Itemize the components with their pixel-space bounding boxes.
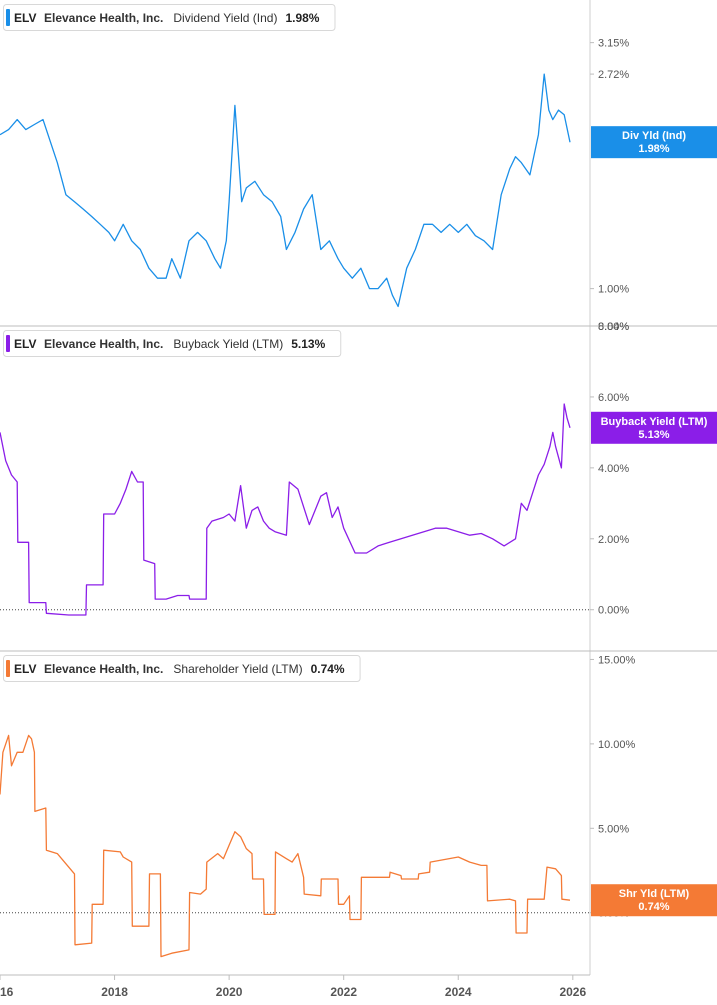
x-tick-label: 2020 (216, 985, 243, 999)
badge-label: Div Yld (Ind) (622, 130, 686, 142)
y-tick-label: 6.00% (598, 392, 629, 404)
badge-label: Shr Yld (LTM) (619, 888, 690, 900)
legend-value: 0.74% (311, 662, 345, 676)
y-tick-label: 3.15% (598, 38, 629, 50)
panel-2: 8.00% 6.00% 4.00% 2.00% 0.00% Buyback Yield (… (0, 321, 717, 651)
current-value-badge: Div Yld (Ind)1.98% (591, 126, 717, 159)
panel-3: 15.00%10.00%5.00%0.00%Shr Yld (LTM)0.74%… (0, 650, 717, 975)
series-line (0, 73, 571, 308)
x-tick-label: 2018 (101, 985, 128, 999)
badge-background (591, 884, 717, 917)
series-swatch (6, 660, 10, 677)
x-tick-label: 2022 (330, 985, 357, 999)
badge-value: 0.74% (638, 901, 669, 913)
y-tick-label: 0.84% (598, 321, 629, 333)
y-tick-label: 4.00% (598, 463, 629, 475)
legend: ELV Elevance Health, Inc. Shareholder Yiel… (3, 655, 361, 682)
legend-box (3, 4, 336, 31)
legend-value: 1.98% (285, 11, 319, 25)
x-tick-label: 2016 (0, 985, 14, 999)
legend-company: Elevance Health, Inc. (44, 337, 163, 351)
legend-company: Elevance Health, Inc. (44, 11, 163, 25)
x-tick-label: 2026 (559, 985, 586, 999)
y-tick-label: 8.00% (598, 321, 629, 333)
x-axis: 2016 2018 2020 2022 2024 2026 (0, 974, 590, 999)
series-swatch (6, 9, 10, 26)
y-tick-label: 15.00% (598, 654, 636, 666)
badge-label: Buyback Yield (LTM) (601, 416, 708, 428)
badge-value: 1.98% (638, 143, 669, 155)
current-value-badge: Buyback Yield (LTM)5.13% (591, 411, 717, 444)
badge-background (591, 411, 717, 444)
legend-ticker: ELV (14, 662, 36, 676)
series-swatch (6, 335, 10, 352)
series-line (0, 734, 571, 958)
x-tick-label: 2024 (445, 985, 472, 999)
legend-value: 5.13% (291, 337, 325, 351)
legend-box (3, 655, 361, 682)
legend-ticker: ELV (14, 11, 36, 25)
badge-value: 5.13% (638, 429, 669, 441)
legend-company: Elevance Health, Inc. (44, 662, 163, 676)
legend: ELV Elevance Health, Inc. Dividend Yield (… (3, 4, 336, 31)
badge-background (591, 126, 717, 159)
legend-metric: Buyback Yield (LTM) (173, 337, 283, 351)
current-value-badge: Shr Yld (LTM)0.74% (591, 884, 717, 917)
series-line (0, 403, 571, 616)
y-tick-label: 10.00% (598, 739, 636, 751)
y-tick-label: 5.00% (598, 823, 629, 835)
y-tick-label: 2.72% (598, 69, 629, 81)
panel-1: 3.15%2.72%1.00%0.84%2.0Div Yld (Ind)1.98… (0, 0, 717, 333)
legend-metric: Shareholder Yield (LTM) (173, 662, 302, 676)
y-tick-label: 0.00% (598, 605, 629, 617)
legend-metric: Dividend Yield (Ind) (173, 11, 277, 25)
y-tick-label: 2.00% (598, 534, 629, 546)
legend: ELV Elevance Health, Inc. Buyback Yield (L… (3, 330, 342, 357)
legend-ticker: ELV (14, 337, 36, 351)
y-tick-label: 1.00% (598, 284, 629, 296)
legend-box (3, 330, 342, 357)
